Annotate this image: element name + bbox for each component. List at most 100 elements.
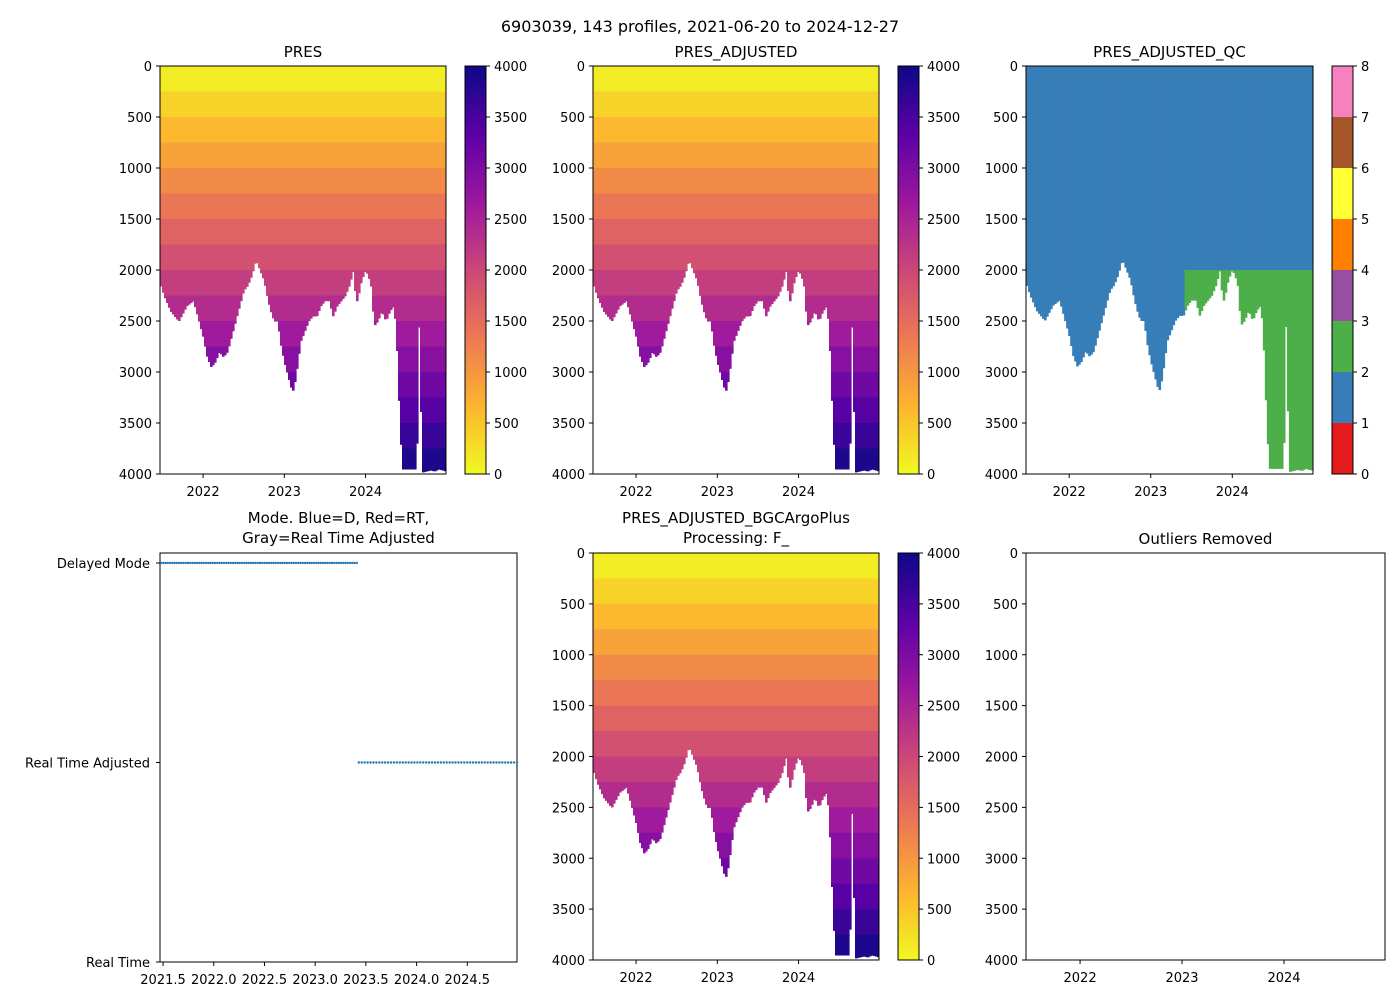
- pres_adj-profile-cell: [681, 117, 684, 144]
- pres_bgc-profile-cell: [739, 603, 742, 630]
- pres_adj-profile-cell: [717, 117, 720, 144]
- pres_adj-profile-cell: [833, 423, 836, 445]
- pres_bgc-profile-cell: [807, 680, 810, 707]
- pres-profile-cell: [426, 117, 429, 144]
- pres_bgc-profile-cell: [731, 705, 734, 732]
- pres_adj-profile-cell: [617, 66, 620, 93]
- pres_bgc-profile-cell: [645, 578, 648, 605]
- pres_adj-profile-cell: [619, 117, 622, 144]
- pres_bgc-profile-cell: [849, 858, 852, 885]
- pres-profile-cell: [176, 193, 179, 220]
- pres_adj-profile-cell: [839, 321, 842, 348]
- pres_adj-profile-cell: [651, 219, 654, 246]
- pres_bgc-profile-cell: [767, 578, 770, 605]
- pres-profile-cell: [248, 270, 251, 283]
- pres_adj-profile-cell: [625, 219, 628, 246]
- pres-profile-cell: [402, 372, 405, 399]
- pres_adj-profile-cell: [841, 142, 844, 169]
- pres-profile-cell: [296, 193, 299, 220]
- pres-profile-cell: [318, 117, 321, 144]
- pres-profile-cell: [214, 346, 217, 363]
- pres_bgc-profile-cell: [823, 705, 826, 732]
- pres-profile-cell: [292, 117, 295, 144]
- pres_adj-profile-cell: [663, 321, 666, 339]
- pres_bgc-profile-cell: [715, 807, 718, 834]
- pres_adj-profile-cell: [759, 244, 762, 271]
- pres-profile-cell: [344, 219, 347, 246]
- pres_bgc-profile-cell: [815, 603, 818, 630]
- pres-profile-cell: [380, 168, 383, 195]
- pres-profile-cell: [324, 219, 327, 246]
- pres_adj-profile-cell: [827, 193, 830, 220]
- pres_bgc-profile-cell: [793, 553, 796, 580]
- pres_adj-profile-cell: [853, 219, 856, 246]
- pres-profile-cell: [256, 168, 259, 195]
- pres_adj-ytick-label: 500: [560, 111, 585, 126]
- pres_adj-profile-cell: [845, 372, 848, 399]
- pres_bgc-profile-cell: [849, 578, 852, 605]
- pres-profile-cell: [270, 219, 273, 246]
- pres-profile-cell: [258, 91, 261, 118]
- pres_bgc-profile-cell: [603, 731, 606, 758]
- pres_adj-profile-cell: [621, 193, 624, 220]
- pres_adj-profile-cell: [683, 168, 686, 195]
- pres_adj-profile-cell: [725, 372, 728, 391]
- pres_adj-profile-cell: [815, 168, 818, 195]
- pres_adj-profile-cell: [835, 372, 838, 399]
- pres_bgc-profile-cell: [831, 578, 834, 605]
- pres-profile-cell: [366, 219, 369, 246]
- pres-profile-cell: [414, 219, 417, 246]
- pres_adj-profile-cell: [853, 346, 856, 373]
- pres_adj-profile-cell: [697, 244, 700, 271]
- pres_bgc-profile-cell: [837, 603, 840, 630]
- pres-profile-cell: [238, 219, 241, 246]
- pres-profile-cell: [414, 321, 417, 348]
- pres_adj-profile-cell: [821, 270, 824, 297]
- pres_adj-profile-cell: [623, 142, 626, 169]
- pres_bgc-profile-cell: [723, 731, 726, 758]
- pres_bgc-profile-cell: [731, 731, 734, 758]
- pres_bgc-profile-cell: [667, 603, 670, 630]
- pres_qc-ytick-label: 1000: [985, 162, 1018, 177]
- pres-profile-cell: [308, 142, 311, 169]
- pres_adj-profile-cell: [753, 193, 756, 220]
- pres-profile-cell: [372, 168, 375, 195]
- pres_adj-profile-cell: [605, 295, 608, 315]
- pres_bgc-profile-cell: [645, 654, 648, 681]
- pres-profile-cell: [260, 142, 263, 169]
- pres-profile-cell: [174, 244, 177, 271]
- pres-profile-cell: [366, 193, 369, 220]
- pres_adj-profile-cell: [759, 168, 762, 195]
- pres-profile-cell: [220, 91, 223, 118]
- pres_adj-profile-cell: [837, 448, 840, 470]
- pres_adj-profile-cell: [837, 372, 840, 399]
- pres_adj-profile-cell: [631, 244, 634, 271]
- pres-profile-cell: [374, 168, 377, 195]
- pres-profile-cell: [444, 270, 446, 297]
- pres_adj-profile-cell: [703, 193, 706, 220]
- pres-profile-cell: [428, 448, 431, 471]
- pres-profile-cell: [300, 321, 303, 341]
- pres_adj-profile-cell: [647, 219, 650, 246]
- pres_bgc-profile-cell: [681, 756, 684, 770]
- pres_adj-profile-cell: [727, 346, 730, 373]
- pres_adj-profile-cell: [825, 66, 828, 93]
- pres-profile-cell: [442, 117, 445, 144]
- pres_bgc-profile-cell: [657, 680, 660, 707]
- pres-profile-cell: [398, 244, 401, 271]
- pres_adj-profile-cell: [653, 117, 656, 144]
- pres_bgc-profile-cell: [707, 756, 710, 783]
- pres-profile-cell: [162, 193, 165, 220]
- pres-profile-cell: [322, 295, 325, 304]
- pres-profile-cell: [270, 270, 273, 297]
- pres_bgc-profile-cell: [669, 756, 672, 783]
- pres-profile-cell: [208, 295, 211, 322]
- pres_adj-profile-cell: [859, 117, 862, 144]
- pres_bgc-profile-cell: [661, 629, 664, 656]
- pres_bgc-profile-cell: [625, 654, 628, 681]
- pres-profile-cell: [172, 270, 175, 297]
- pres_bgc-profile-cell: [751, 705, 754, 732]
- pres_adj-profile-cell: [853, 142, 856, 169]
- pres_bgc-profile-cell: [703, 680, 706, 707]
- pres_adj-profile-cell: [743, 117, 746, 144]
